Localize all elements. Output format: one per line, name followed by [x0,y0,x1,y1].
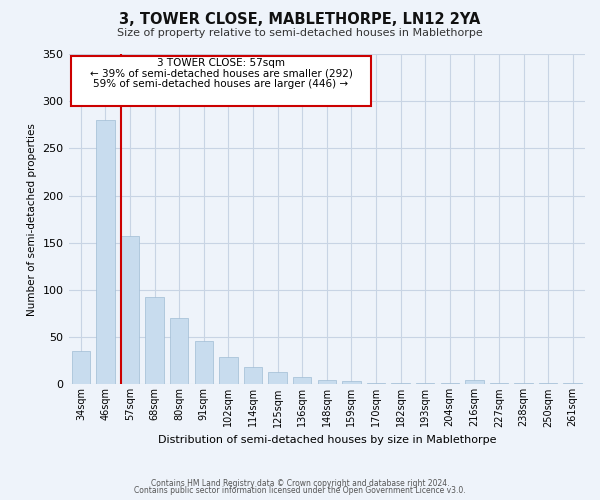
Bar [145,296,164,384]
Bar [342,380,361,384]
Bar [317,380,336,384]
X-axis label: Distribution of semi-detached houses by size in Mablethorpe: Distribution of semi-detached houses by … [158,435,496,445]
Text: 3, TOWER CLOSE, MABLETHORPE, LN12 2YA: 3, TOWER CLOSE, MABLETHORPE, LN12 2YA [119,12,481,28]
Bar [194,341,213,384]
Text: Contains HM Land Registry data © Crown copyright and database right 2024.: Contains HM Land Registry data © Crown c… [151,478,449,488]
Text: 3 TOWER CLOSE: 57sqm: 3 TOWER CLOSE: 57sqm [157,58,285,68]
Bar [219,357,238,384]
Y-axis label: Number of semi-detached properties: Number of semi-detached properties [27,123,37,316]
Bar [244,368,262,384]
Text: ← 39% of semi-detached houses are smaller (292): ← 39% of semi-detached houses are smalle… [89,68,352,78]
Bar [563,382,582,384]
Bar [121,236,139,384]
Bar [71,56,371,106]
Text: 59% of semi-detached houses are larger (446) →: 59% of semi-detached houses are larger (… [94,80,349,90]
Bar [293,377,311,384]
Text: Contains public sector information licensed under the Open Government Licence v3: Contains public sector information licen… [134,486,466,495]
Bar [170,318,188,384]
Bar [465,380,484,384]
Bar [71,352,90,384]
Bar [96,120,115,384]
Bar [268,372,287,384]
Text: Size of property relative to semi-detached houses in Mablethorpe: Size of property relative to semi-detach… [117,28,483,38]
